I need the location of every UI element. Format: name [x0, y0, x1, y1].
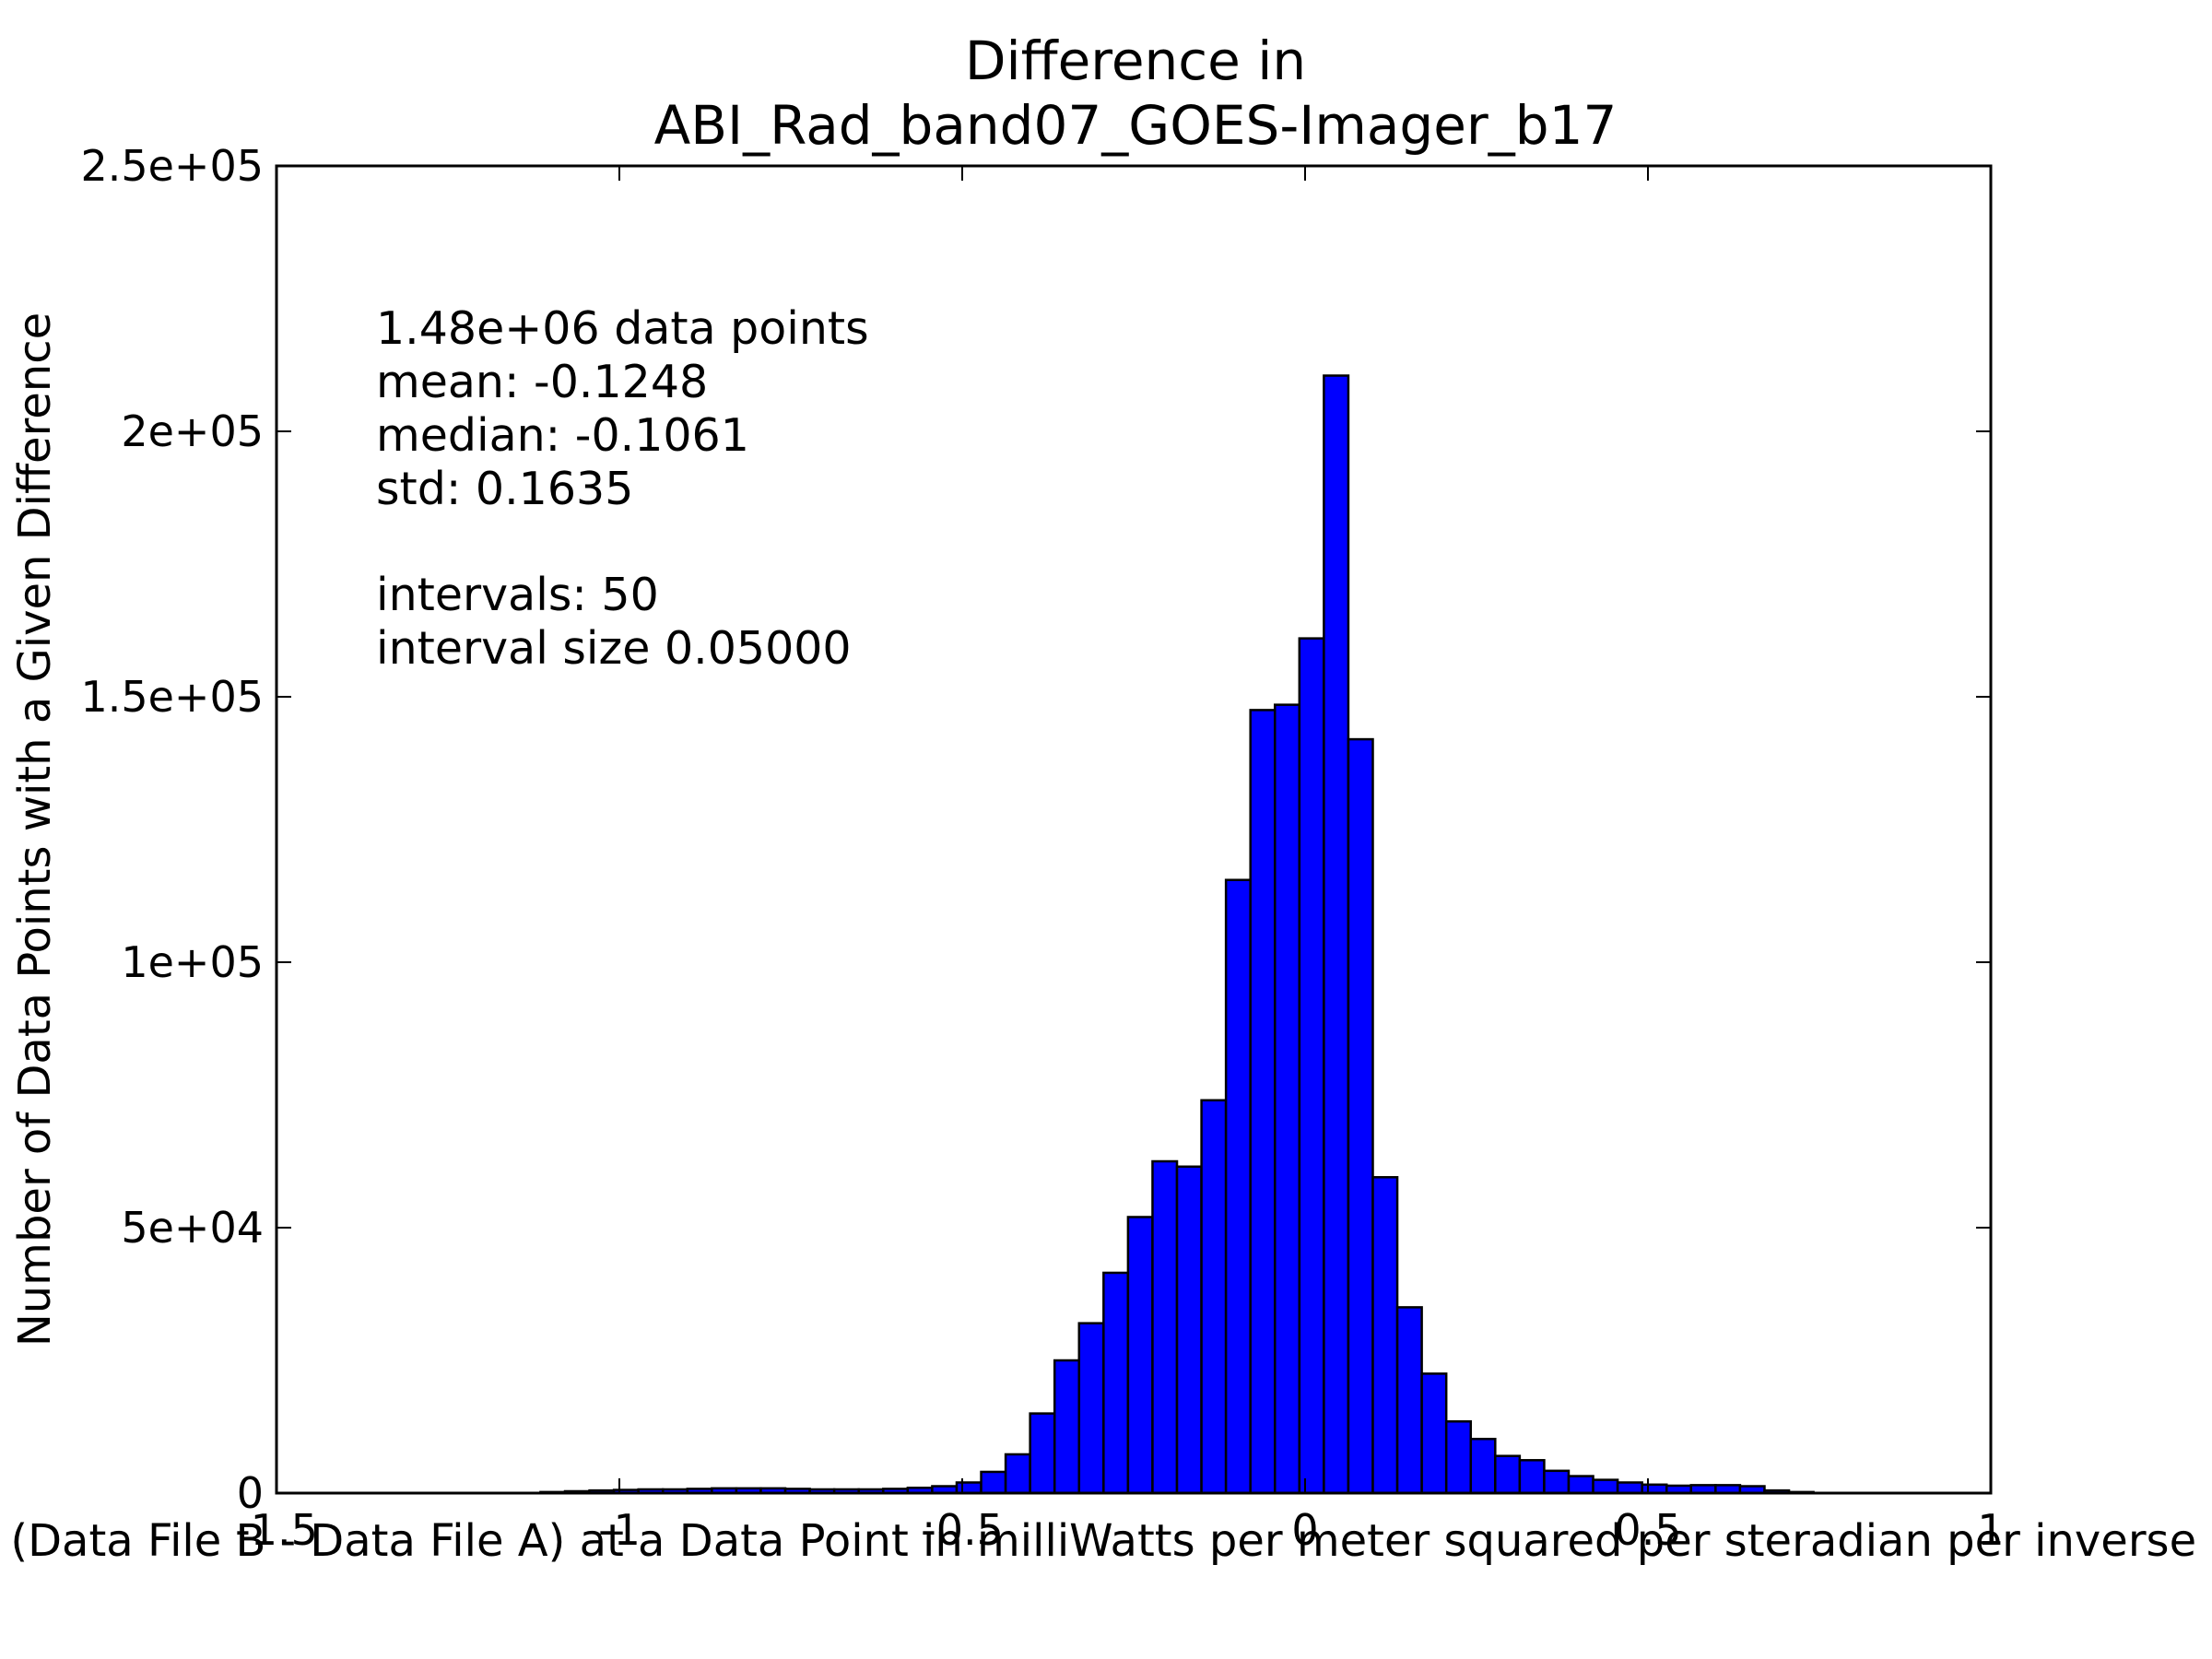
- histogram-bar: [1567, 1475, 1594, 1495]
- histogram-bar: [1347, 737, 1374, 1495]
- y-tick-label: 1.5e+05: [80, 672, 264, 722]
- histogram-bar: [1395, 1306, 1423, 1495]
- histogram-bar: [1200, 1099, 1228, 1495]
- histogram-bar: [1004, 1453, 1031, 1495]
- stats-annotation: 1.48e+06 data points mean: -0.1248 media…: [376, 302, 869, 675]
- histogram-bar: [1102, 1271, 1130, 1495]
- histogram-bar: [1249, 709, 1277, 1495]
- y-tick-label: 2.5e+05: [80, 141, 264, 191]
- histogram-bars: [539, 374, 1815, 1495]
- plot-frame: [275, 164, 1993, 1495]
- stats-interval-size: interval size 0.05000: [376, 622, 852, 675]
- y-tick-label: 0: [237, 1468, 264, 1518]
- x-axis-label: Value of (Data File B - Data File A) at …: [0, 1515, 2212, 1567]
- y-tick-label: 2e+05: [121, 406, 264, 456]
- y-tick-label: 1e+05: [121, 937, 264, 987]
- stats-mean: mean: -0.1248: [376, 356, 708, 408]
- x-tick-label: 0.5: [1614, 1505, 1681, 1555]
- histogram-bar: [980, 1470, 1007, 1495]
- histogram-bar: [1126, 1216, 1154, 1495]
- stats-count: 1.48e+06 data points: [376, 302, 869, 355]
- chart-title-line2: ABI_Rad_band07_GOES-Imager_b17: [654, 94, 1618, 157]
- histogram-bar: [1444, 1419, 1473, 1495]
- x-tick-label: -1.5: [235, 1505, 318, 1555]
- histogram-bar: [955, 1481, 982, 1495]
- axis-tick-labels: -1.5 -1 -0.5 0 0.5 1 0 5e+04 1e+05 1.5e+05 2e+05 2.…: [80, 141, 2004, 1555]
- histogram-bar: [1592, 1478, 1619, 1495]
- histogram-bar: [1469, 1437, 1497, 1495]
- histogram-bar: [1151, 1159, 1179, 1495]
- histogram-bar: [1298, 637, 1325, 1495]
- x-tick-label: -1: [598, 1505, 641, 1555]
- histogram-bar: [1175, 1165, 1203, 1495]
- histogram-bar: [1518, 1459, 1546, 1495]
- y-axis-label: Number of Data Points with a Given Diffe…: [9, 312, 61, 1347]
- histogram-bar: [1494, 1454, 1522, 1495]
- stats-intervals: intervals: 50: [376, 569, 659, 621]
- histogram-bar: [1371, 1176, 1399, 1495]
- x-tick-label: 1: [1977, 1505, 2004, 1555]
- x-tick-label: 0: [1291, 1505, 1318, 1555]
- histogram-bar: [1053, 1359, 1081, 1495]
- histogram-bar: [1077, 1322, 1105, 1495]
- histogram-bar: [1420, 1372, 1448, 1495]
- histogram-bar: [1029, 1412, 1056, 1495]
- stats-std: std: 0.1635: [376, 463, 633, 515]
- histogram-bar: [1224, 878, 1252, 1495]
- histogram-bar: [1616, 1481, 1643, 1495]
- histogram-bar: [1274, 703, 1301, 1495]
- chart-title-line1: Difference in: [965, 29, 1306, 92]
- x-tick-label: -0.5: [921, 1505, 1004, 1555]
- stats-median: median: -0.1061: [376, 409, 749, 462]
- histogram-bar: [1543, 1469, 1571, 1495]
- axis-ticks: [276, 165, 1992, 1494]
- histogram-bar: [1323, 374, 1350, 1495]
- y-tick-label: 5e+04: [121, 1203, 264, 1253]
